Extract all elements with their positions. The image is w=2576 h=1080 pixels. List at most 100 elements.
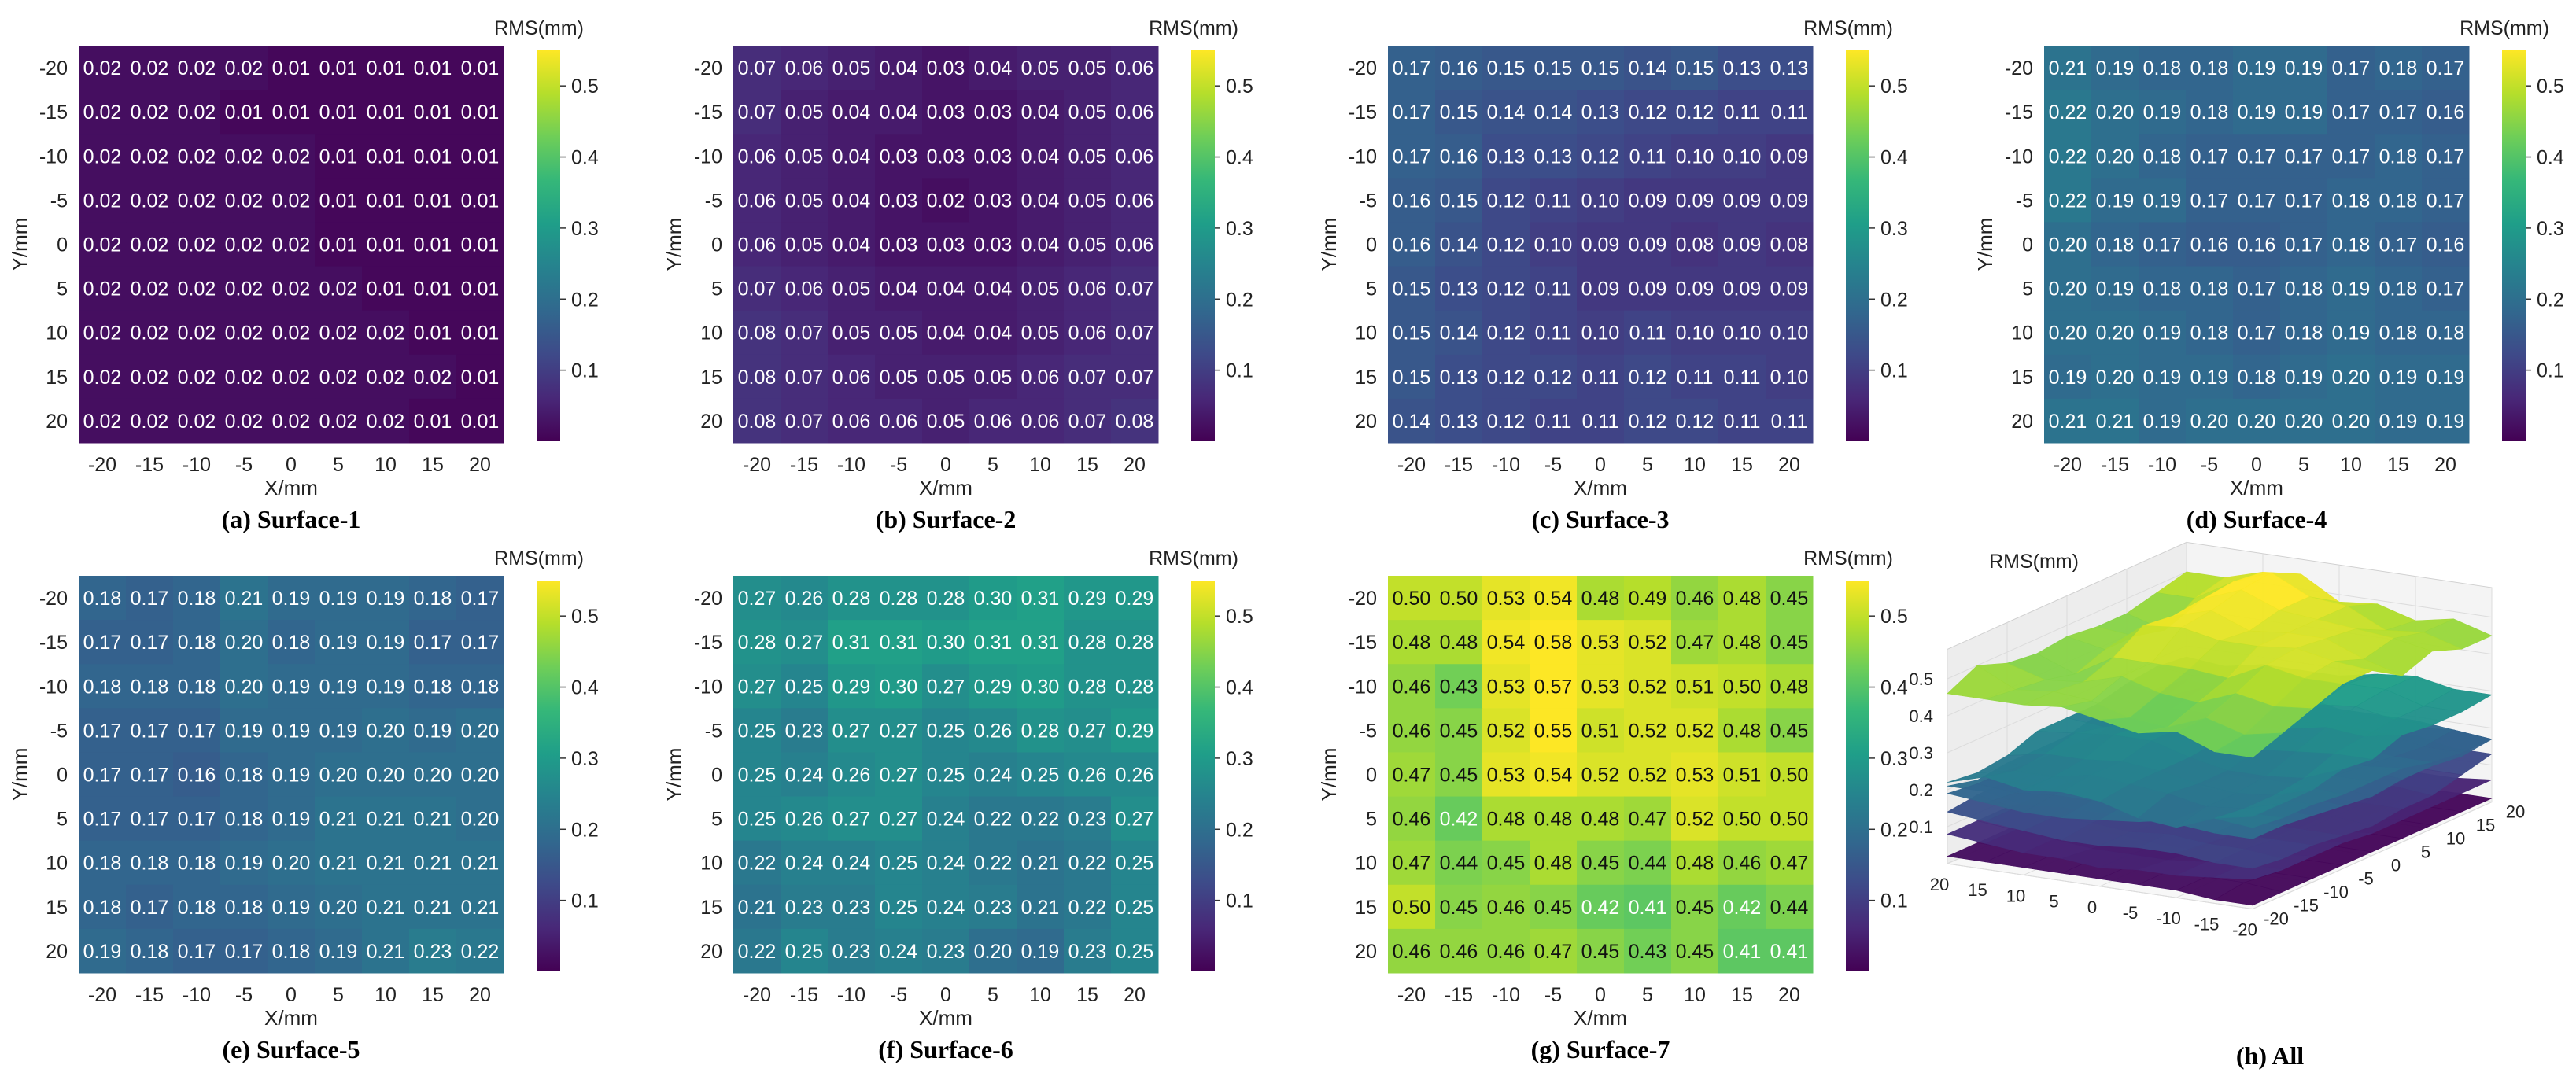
heatmap-cell: [1718, 928, 1766, 974]
x-tick-label: 0: [286, 454, 297, 476]
cell-value-label: 0.12: [1629, 367, 1667, 389]
cell-value-label: 0.22: [974, 853, 1013, 875]
cell-value-label: 0.20: [2096, 146, 2135, 168]
cell-value-label: 0.09: [1723, 278, 1762, 300]
heatmap-cell: [1111, 178, 1159, 223]
heatmap-cell: [1577, 620, 1625, 665]
cell-value-label: 0.16: [2427, 101, 2465, 123]
heatmap-cell: [1624, 708, 1672, 753]
cell-value-label: 0.01: [414, 101, 452, 123]
x-tick-label: 20: [1124, 454, 1146, 476]
heatmap-cell: [875, 664, 923, 709]
cell-value-label: 0.26: [832, 765, 871, 787]
cell-value-label: 0.19: [225, 720, 264, 742]
heatmap-cell: [268, 884, 316, 930]
heatmap-cell: [268, 708, 316, 753]
cell-value-label: 0.15: [1487, 57, 1526, 79]
cell-value-label: 0.04: [927, 323, 965, 345]
heatmap-cell: [1017, 576, 1065, 621]
cell-value-label: 0.31: [1021, 632, 1060, 654]
x-tick-label: 5: [2298, 454, 2309, 476]
heatmap-cell: [1017, 884, 1065, 930]
cell-value-label: 0.22: [738, 853, 777, 875]
cell-value-label: 0.20: [2238, 411, 2276, 433]
colorbar-tick-label: 0.5: [1880, 606, 1908, 628]
cell-value-label: 0.53: [1487, 676, 1526, 698]
cell-value-label: 0.50: [1440, 588, 1478, 610]
cell-value-label: 0.27: [880, 809, 918, 831]
heatmap-cell: [922, 620, 970, 665]
cell-value-label: 0.45: [1440, 897, 1478, 919]
x-tick-label: -15: [2101, 454, 2129, 476]
cell-value-label: 0.48: [1770, 676, 1809, 698]
cell-value-label: 0.22: [1068, 853, 1107, 875]
heatmap-cell: [220, 90, 268, 135]
heatmap-cell: [173, 708, 221, 753]
heatmap-cell: [456, 620, 504, 665]
cell-value-label: 0.19: [2143, 323, 2182, 345]
z-tick-label: 0.4: [1909, 706, 1933, 726]
heatmap-cell: [268, 620, 316, 665]
x-axis-label: X/mm: [919, 476, 972, 499]
heatmap-cell: [126, 46, 174, 90]
heatmap-cell: [2327, 354, 2375, 400]
y-tick-label: -5: [705, 720, 722, 742]
cell-value-label: 0.17: [2427, 190, 2465, 212]
x-tick-label: -5: [1544, 984, 1562, 1006]
cell-value-label: 0.03: [974, 146, 1013, 168]
cell-value-label: 0.17: [2427, 278, 2465, 300]
cell-value-label: 0.17: [83, 632, 122, 654]
heatmap-cell: [781, 266, 829, 311]
y-axis-label: Y/mm: [1973, 218, 1997, 271]
heatmap-cell: [220, 884, 268, 930]
cell-value-label: 0.58: [1534, 632, 1573, 654]
cell-value-label: 0.02: [131, 411, 169, 433]
heatmap-cell: [2375, 178, 2423, 223]
cell-value-label: 0.10: [1581, 323, 1620, 345]
colorbar: [537, 581, 560, 971]
heatmap-cell: [1530, 354, 1578, 400]
x-tick-label: 0: [1595, 454, 1606, 476]
heatmap-cell: [1624, 222, 1672, 267]
heatmap-cell: [1017, 134, 1065, 179]
cell-value-label: 0.02: [178, 101, 216, 123]
cell-value-label: 0.53: [1676, 765, 1714, 787]
heatmap-cell: [922, 46, 970, 90]
cell-value-label: 0.45: [1676, 941, 1714, 963]
heatmap-cell: [1482, 134, 1530, 179]
heatmap-cell: [828, 90, 876, 135]
heatmap-cell: [875, 928, 923, 974]
heatmap-cell: [1766, 884, 1814, 930]
cell-value-label: 0.18: [225, 765, 264, 787]
cell-value-label: 0.01: [461, 101, 500, 123]
heatmap-cell: [1064, 620, 1112, 665]
cell-value-label: 0.17: [131, 632, 169, 654]
cell-value-label: 0.04: [832, 190, 871, 212]
heatmap-cell: [315, 90, 363, 135]
cell-value-label: 0.21: [461, 897, 500, 919]
cell-value-label: 0.01: [461, 367, 500, 389]
cell-value-label: 0.19: [272, 897, 311, 919]
cell-value-label: 0.01: [272, 57, 311, 79]
heatmap-cell: [1064, 46, 1112, 90]
cell-value-label: 0.09: [1770, 146, 1809, 168]
heatmap-cell: [781, 46, 829, 90]
y-tick-label: -10: [694, 146, 722, 168]
cell-value-label: 0.01: [414, 234, 452, 256]
panel-caption: (f) Surface-6: [878, 1035, 1013, 1063]
y-tick-label: 5: [57, 809, 68, 831]
heatmap-cell: [2044, 90, 2092, 135]
heatmap-cell: [2186, 178, 2234, 223]
cell-value-label: 0.48: [1723, 632, 1762, 654]
cell-value-label: 0.45: [1534, 897, 1573, 919]
heatmap-cell: [2327, 310, 2375, 356]
cell-value-label: 0.17: [2285, 190, 2323, 212]
cell-value-label: 0.02: [178, 190, 216, 212]
y-tick-label: -10: [39, 146, 68, 168]
cell-value-label: 0.30: [880, 676, 918, 698]
cell-value-label: 0.19: [2427, 411, 2465, 433]
cell-value-label: 0.50: [1770, 809, 1809, 831]
heatmap-cell: [875, 266, 923, 311]
cell-value-label: 0.18: [2379, 278, 2418, 300]
heatmap-cell: [1017, 708, 1065, 753]
